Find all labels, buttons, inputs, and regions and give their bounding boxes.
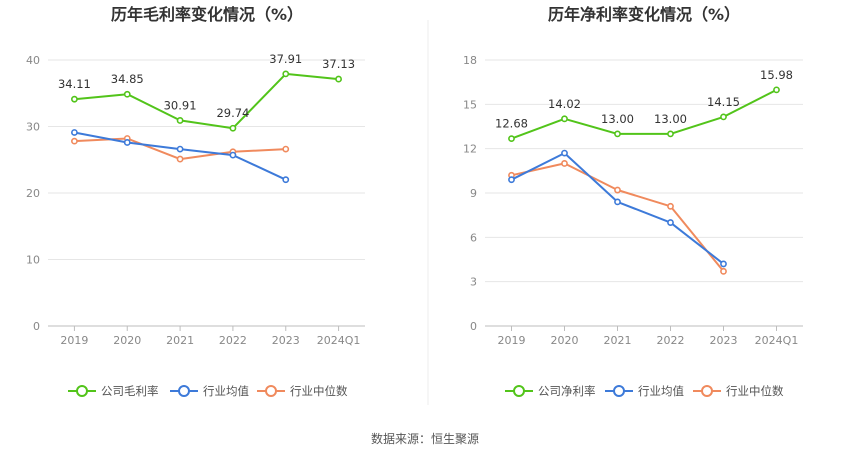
chart-title: 历年毛利率变化情况（%） [111, 5, 303, 24]
data-point [561, 115, 568, 123]
y-tick-label: 10 [26, 254, 40, 267]
data-point [667, 130, 674, 138]
data-point [720, 113, 727, 121]
legend-swatch-marker [701, 385, 713, 397]
y-tick-label: 20 [26, 187, 40, 200]
data-label: 34.11 [58, 77, 91, 91]
data-label: 29.74 [216, 106, 249, 120]
legend-label: 行业中位数 [290, 384, 348, 398]
y-tick-label: 6 [470, 231, 477, 244]
data-point [282, 70, 290, 78]
data-point [123, 139, 131, 146]
x-tick-label: 2022 [219, 334, 247, 347]
legend-label: 公司毛利率 [101, 384, 159, 398]
data-label: 15.98 [760, 68, 793, 82]
data-label: 13.00 [654, 112, 687, 126]
y-tick-label: 0 [470, 320, 477, 333]
data-point [176, 155, 184, 163]
data-label: 37.91 [269, 52, 302, 66]
legend-item[interactable]: 行业中位数 [257, 384, 348, 398]
data-point [561, 149, 568, 157]
y-tick-label: 9 [470, 187, 477, 200]
data-point [508, 135, 515, 143]
series-line [511, 152, 725, 265]
data-label: 14.02 [548, 97, 581, 111]
data-label: 34.85 [111, 72, 144, 86]
x-tick-label: 2023 [710, 334, 738, 347]
data-point [282, 145, 290, 153]
legend-swatch-marker [513, 385, 525, 397]
data-point [720, 267, 727, 275]
legend-item[interactable]: 行业均值 [605, 384, 684, 398]
legend-swatch-marker [613, 385, 625, 397]
data-point [71, 129, 78, 136]
data-point [176, 117, 184, 124]
legend-item[interactable]: 行业中位数 [693, 384, 784, 398]
x-tick-label: 2021 [166, 334, 194, 347]
data-point [614, 186, 621, 194]
legend-label: 行业均值 [203, 384, 249, 398]
y-tick-label: 0 [33, 320, 40, 333]
x-tick-label: 2023 [272, 334, 300, 347]
x-tick-label: 2021 [604, 334, 632, 347]
legend-label: 行业均值 [638, 384, 684, 398]
legend-swatch-marker [76, 385, 88, 397]
y-tick-label: 15 [463, 98, 477, 111]
legend-label: 公司净利率 [538, 384, 596, 398]
data-point [335, 75, 342, 83]
data-point [667, 219, 674, 226]
data-point [773, 86, 780, 94]
data-point [71, 95, 78, 103]
chart-title: 历年净利率变化情况（%） [548, 5, 740, 24]
series-line [511, 162, 725, 272]
x-tick-label: 2024Q1 [755, 334, 799, 347]
data-label: 37.13 [322, 57, 355, 71]
data-point [176, 145, 184, 153]
x-tick-label: 2019 [498, 334, 526, 347]
y-tick-label: 18 [463, 54, 477, 67]
legend-item[interactable]: 公司净利率 [505, 384, 596, 398]
y-tick-label: 12 [463, 143, 477, 156]
data-point [508, 176, 515, 184]
y-tick-label: 30 [26, 121, 40, 134]
series-line [511, 89, 777, 140]
data-label: 12.68 [495, 117, 528, 131]
data-label: 30.91 [164, 98, 197, 112]
x-tick-label: 2019 [60, 334, 88, 347]
legend-item[interactable]: 行业均值 [170, 384, 249, 398]
data-point [614, 198, 621, 206]
data-point [720, 260, 727, 268]
data-point [123, 90, 131, 98]
legend-swatch-marker [178, 385, 190, 397]
data-point [667, 202, 674, 210]
source-note: 数据来源：恒生聚源 [371, 431, 479, 446]
series-line [74, 72, 339, 130]
x-tick-label: 2024Q1 [317, 334, 361, 347]
x-tick-label: 2020 [551, 334, 579, 347]
y-tick-label: 3 [470, 276, 477, 289]
x-tick-label: 2022 [657, 334, 685, 347]
net-margin-chart: 历年净利率变化情况（%） 0 3 6 9 12 15 18 2019 2020 2021 2022 20… [463, 5, 803, 398]
data-point [229, 124, 237, 132]
legend-label: 行业中位数 [726, 384, 784, 398]
data-point [614, 130, 621, 138]
data-point [229, 151, 237, 159]
legend-swatch-marker [265, 385, 277, 397]
data-label: 14.15 [707, 95, 740, 109]
data-point [561, 160, 568, 167]
data-point [71, 137, 78, 145]
x-tick-label: 2020 [113, 334, 141, 347]
legend-item[interactable]: 公司毛利率 [68, 384, 159, 398]
data-point [282, 176, 290, 184]
data-label: 13.00 [601, 112, 634, 126]
gross-margin-chart: 历年毛利率变化情况（%） 0 10 20 30 40 2019 2020 2021 2022 202… [26, 5, 365, 398]
y-tick-label: 40 [26, 54, 40, 67]
